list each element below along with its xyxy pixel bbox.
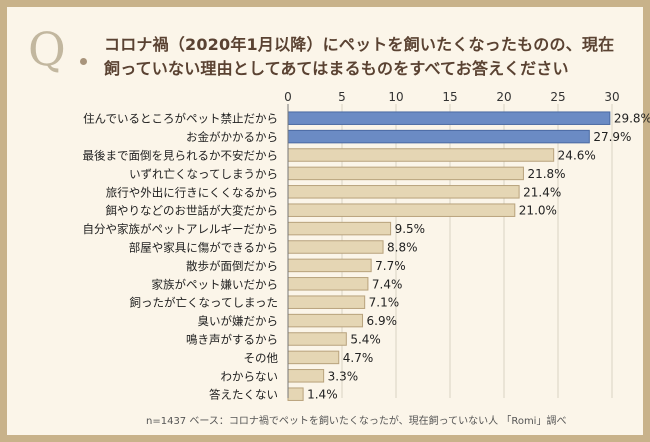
category-label: 旅行や外出に行きにくくなるから bbox=[106, 185, 278, 199]
bar bbox=[287, 258, 372, 273]
bar bbox=[287, 277, 369, 291]
data-label: 5.4% bbox=[350, 333, 381, 347]
category-label: 飼ったが亡くなってしまった bbox=[130, 296, 278, 310]
data-label: 8.8% bbox=[387, 241, 418, 255]
data-label: 7.1% bbox=[369, 296, 400, 310]
category-label: その他 bbox=[244, 351, 279, 365]
x-tick-label: 0 bbox=[284, 90, 292, 104]
data-label: 9.5% bbox=[395, 222, 426, 236]
bar bbox=[287, 350, 340, 365]
question-title: コロナ禍（2020年1月以降）にペットを飼いたくなったものの、現在 飼っていない… bbox=[104, 33, 624, 81]
category-label: 自分や家族がペットアレルギーだから bbox=[83, 222, 279, 236]
category-label: 餌やりなどのお世話が大変だから bbox=[106, 204, 279, 218]
category-label: いずれ亡くなってしまうから bbox=[129, 167, 278, 181]
data-label: 24.6% bbox=[558, 149, 596, 163]
category-label: 鳴き声がするから bbox=[186, 333, 278, 347]
category-label: わからない bbox=[221, 369, 279, 383]
category-label: 最後まで面倒を見られるか不安だから bbox=[83, 149, 279, 163]
data-label: 29.8% bbox=[614, 112, 650, 126]
data-label: 21.0% bbox=[519, 204, 557, 218]
category-label: 散歩が面倒だから bbox=[186, 259, 278, 273]
category-label: 部屋や家具に傷ができるから bbox=[129, 241, 278, 255]
data-label: 27.9% bbox=[593, 130, 631, 144]
category-label: 臭いが嫌だから bbox=[198, 314, 279, 328]
question-dot bbox=[80, 58, 87, 65]
data-label: 7.4% bbox=[372, 277, 403, 291]
x-tick-label: 30 bbox=[604, 90, 619, 104]
data-label: 1.4% bbox=[307, 388, 338, 402]
bar bbox=[287, 295, 366, 309]
bar bbox=[287, 166, 524, 181]
category-label: 住んでいるところがペット禁止だから bbox=[83, 112, 278, 126]
data-label: 3.3% bbox=[328, 369, 359, 383]
x-tick-label: 5 bbox=[338, 90, 346, 104]
bar bbox=[287, 185, 520, 199]
category-label: 家族がペット嫌いだから bbox=[152, 277, 279, 291]
data-label: 7.7% bbox=[375, 259, 406, 273]
data-label: 21.4% bbox=[523, 185, 561, 199]
bar bbox=[287, 221, 392, 236]
bar bbox=[287, 313, 364, 328]
x-tick-label: 20 bbox=[496, 90, 511, 104]
data-label: 21.8% bbox=[527, 167, 565, 181]
bar bbox=[287, 148, 555, 162]
x-tick-label: 25 bbox=[550, 90, 565, 104]
bar bbox=[287, 369, 325, 383]
bar bbox=[287, 203, 516, 217]
data-label: 6.9% bbox=[367, 314, 398, 328]
question-title-line1: コロナ禍（2020年1月以降）にペットを飼いたくなったものの、現在 bbox=[104, 35, 615, 54]
bar bbox=[287, 111, 611, 125]
category-label: お金がかかるから bbox=[186, 130, 278, 144]
bar bbox=[287, 332, 347, 346]
category-label: 答えたくない bbox=[209, 388, 278, 402]
question-mark-letter: Q bbox=[28, 22, 66, 76]
footnote: n=1437 ベース：コロナ禍でペットを飼いたくなったが、現在飼っていない人 「… bbox=[146, 416, 567, 427]
x-tick-label: 10 bbox=[388, 90, 403, 104]
question-title-line2: 飼っていない理由としてあてはまるものをすべてお答えください bbox=[104, 59, 569, 78]
bar bbox=[287, 387, 304, 401]
data-label: 4.7% bbox=[343, 351, 374, 365]
bar bbox=[287, 129, 590, 144]
bar bbox=[287, 240, 384, 254]
x-tick-label: 15 bbox=[442, 90, 457, 104]
